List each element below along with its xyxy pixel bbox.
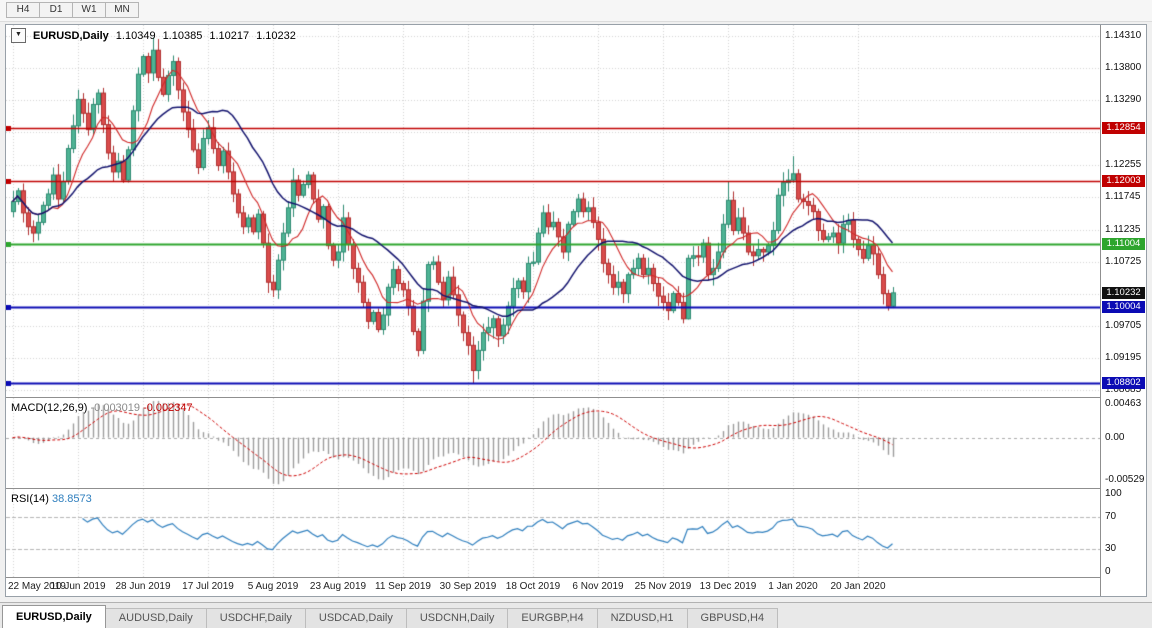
price-chart-canvas[interactable] (6, 25, 1100, 397)
tab-audusd-daily[interactable]: AUDUSD,Daily (104, 608, 207, 628)
pane-divider-dates (6, 577, 1146, 578)
chart-title: ▼ EURUSD,Daily 1.10349 1.10385 1.10217 1… (11, 28, 296, 43)
macd-signal-value: -0.002347 (143, 402, 193, 414)
bottom-tab-strip: EURUSD,Daily AUDUSD,Daily USDCHF,Daily USDC… (0, 602, 1152, 628)
macd-axis-label: 0.00463 (1105, 398, 1142, 409)
macd-axis-label: 0.00 (1105, 432, 1125, 443)
macd-axis-label: -0.00529 (1105, 474, 1145, 485)
ohlc-close: 1.10232 (256, 29, 296, 42)
top-toolbar: H4 D1 W1 MN (0, 0, 1152, 22)
pane-divider-macd[interactable] (6, 397, 1146, 398)
price-axis-label: 1.08685 (1105, 384, 1142, 395)
timeframe-button-h4[interactable]: H4 (6, 2, 39, 18)
rsi-axis-label: 100 (1105, 488, 1122, 499)
date-label: 22 May 2019 (8, 581, 66, 592)
macd-indicator-label: MACD(12,26,9) -0.003019 -0.002347 (11, 402, 193, 414)
timeframe-button-d1[interactable]: D1 (39, 2, 72, 18)
date-axis[interactable]: 22 May 2019 10 Jun 2019 28 Jun 2019 17 Jul … (6, 578, 1100, 596)
chart-window: ▼ EURUSD,Daily 1.10349 1.10385 1.10217 1… (5, 24, 1147, 597)
price-axis-label: 1.14310 (1105, 30, 1142, 41)
date-label: 10 Jun 2019 (50, 581, 106, 592)
tab-eurusd-daily[interactable]: EURUSD,Daily (2, 605, 106, 628)
price-level-badge-1.11004: 1.11004 (1102, 238, 1145, 250)
tab-eurgbp-h4[interactable]: EURGBP,H4 (507, 608, 598, 628)
price-level-badge-1.10004: 1.10004 (1102, 301, 1145, 313)
price-axis-label: 1.13290 (1105, 94, 1142, 105)
timeframe-toolbar: H4 D1 W1 MN (6, 2, 139, 18)
ohlc-low: 1.10217 (209, 29, 250, 42)
macd-canvas[interactable] (6, 398, 1100, 488)
price-axis-label: 1.11745 (1105, 191, 1141, 202)
date-label: 20 Jan 2020 (830, 581, 886, 592)
price-axis-label: 1.11235 (1105, 224, 1141, 235)
price-axis-label: 1.09195 (1105, 352, 1142, 363)
price-axis-label: 1.12255 (1105, 159, 1142, 170)
tab-usdchf-daily[interactable]: USDCHF,Daily (205, 608, 306, 628)
price-axis-label: 1.13800 (1105, 62, 1142, 73)
chart-symbol-dropdown-button[interactable]: ▼ (11, 28, 26, 43)
tab-nzdusd-h1[interactable]: NZDUSD,H1 (596, 608, 688, 628)
price-axis-label: 1.10725 (1105, 256, 1142, 267)
macd-main-value: -0.003019 (90, 402, 141, 414)
chevron-down-icon: ▼ (15, 31, 22, 38)
date-label: 17 Jul 2019 (182, 581, 234, 592)
tab-usdcad-daily[interactable]: USDCAD,Daily (304, 608, 407, 628)
price-axis[interactable]: 1.143101.138001.132901.127801.122551.117… (1100, 25, 1146, 596)
date-label: 6 Nov 2019 (572, 581, 624, 592)
rsi-canvas[interactable] (6, 489, 1100, 577)
tab-gbpusd-h4[interactable]: GBPUSD,H4 (686, 608, 779, 628)
macd-name: MACD(12,26,9) (11, 402, 88, 414)
timeframe-button-w1[interactable]: W1 (72, 2, 105, 18)
price-level-badge-1.12854: 1.12854 (1102, 122, 1145, 134)
chart-symbol-label: EURUSD,Daily (33, 29, 109, 42)
current-price-badge: 1.10232 (1102, 287, 1145, 299)
date-label: 11 Sep 2019 (375, 581, 431, 592)
date-label: 13 Dec 2019 (699, 581, 757, 592)
timeframe-button-mn[interactable]: MN (105, 2, 139, 18)
ohlc-open: 1.10349 (115, 29, 156, 42)
date-label: 25 Nov 2019 (634, 581, 692, 592)
price-level-badge-1.08802: 1.08802 (1102, 377, 1145, 389)
price-level-badge-1.12003: 1.12003 (1102, 175, 1145, 187)
rsi-indicator-label: RSI(14) 38.8573 (11, 493, 92, 505)
rsi-name: RSI(14) (11, 493, 49, 505)
date-label: 18 Oct 2019 (505, 581, 561, 592)
price-axis-label: 1.09705 (1105, 320, 1142, 331)
date-label: 28 Jun 2019 (115, 581, 171, 592)
date-label: 5 Aug 2019 (247, 581, 299, 592)
tab-usdcnh-daily[interactable]: USDCNH,Daily (405, 608, 509, 628)
date-label: 30 Sep 2019 (439, 581, 497, 592)
ohlc-high: 1.10385 (162, 29, 203, 42)
rsi-axis-label: 0 (1105, 566, 1111, 577)
rsi-axis-label: 30 (1105, 543, 1117, 554)
date-label: 23 Aug 2019 (309, 581, 367, 592)
rsi-axis-label: 70 (1105, 511, 1117, 522)
date-label: 1 Jan 2020 (768, 581, 818, 592)
rsi-value: 38.8573 (51, 493, 92, 505)
pane-divider-rsi[interactable] (6, 488, 1146, 489)
